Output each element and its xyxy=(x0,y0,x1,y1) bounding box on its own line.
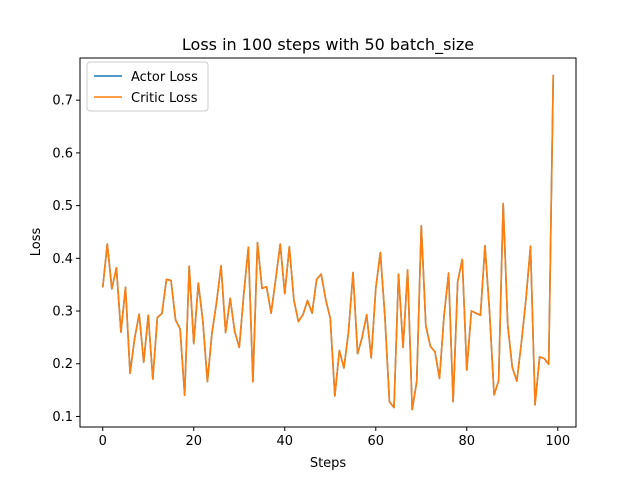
x-tick-label: 60 xyxy=(368,434,385,449)
y-axis-title: Loss xyxy=(29,228,44,257)
y-tick-label: 0.6 xyxy=(52,146,73,161)
y-tick-label: 0.5 xyxy=(52,199,73,214)
y-tick-label: 0.2 xyxy=(52,357,73,372)
x-tick-label: 20 xyxy=(185,434,202,449)
y-tick-label: 0.7 xyxy=(52,94,73,109)
legend-box xyxy=(86,61,209,112)
y-axis: 0.1 0.2 0.3 0.4 0.5 0.6 0.7 xyxy=(52,94,80,425)
series-line-critic-loss xyxy=(101,74,555,411)
series-layer xyxy=(101,74,555,411)
x-axis-title: Steps xyxy=(310,456,347,471)
x-tick-label: 40 xyxy=(276,434,293,449)
legend-label-actor-loss: Actor Loss xyxy=(131,70,198,85)
y-tick-label: 0.1 xyxy=(52,410,73,425)
x-tick-label: 100 xyxy=(545,434,570,449)
y-tick-label: 0.3 xyxy=(52,305,73,320)
x-tick-label: 80 xyxy=(459,434,476,449)
chart-title: Loss in 100 steps with 50 batch_size xyxy=(182,35,474,55)
plot-area: 0 20 40 60 80 100 0.1 0.2 0.3 0.4 0.5 0.6 0.7 xyxy=(52,57,577,449)
plot-frame xyxy=(79,57,577,428)
y-tick-label: 0.4 xyxy=(52,252,73,267)
legend: Actor Loss Critic Loss xyxy=(86,61,209,112)
x-tick-label: 0 xyxy=(99,434,107,449)
x-axis: 0 20 40 60 80 100 xyxy=(99,427,570,449)
legend-label-critic-loss: Critic Loss xyxy=(131,91,198,106)
